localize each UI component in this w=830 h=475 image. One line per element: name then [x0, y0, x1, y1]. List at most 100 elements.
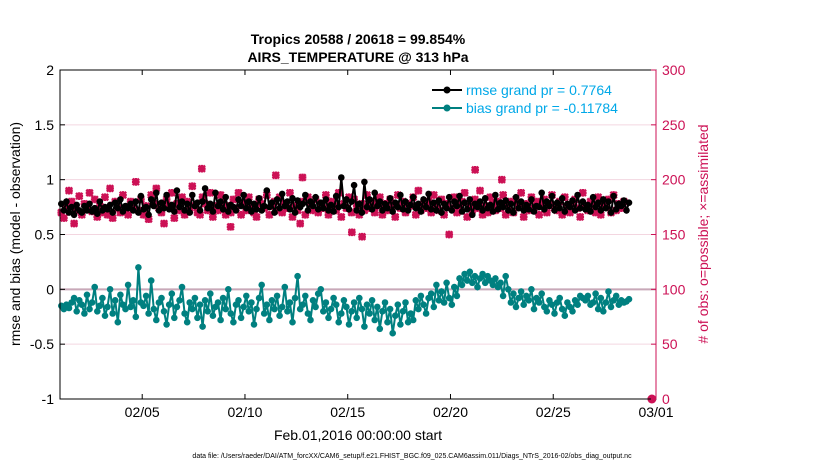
obs-assimilated-marker: [201, 199, 210, 208]
series-1-point: [625, 295, 633, 303]
series-1-point: [492, 275, 499, 282]
series-0-point: [576, 204, 584, 212]
y-axis-label-right: # of obs: o=possible; ×=assimilated: [695, 124, 711, 343]
series-0-point: [448, 207, 456, 214]
obs-assimilated-marker: [195, 210, 205, 219]
series-1-point: [325, 314, 332, 322]
series-0-point: [255, 195, 263, 202]
series-0-point: [386, 195, 394, 202]
obs-assimilated-marker: [234, 188, 243, 197]
series-1-point: [474, 283, 481, 291]
series-1-point: [94, 308, 101, 315]
series-0-point: [135, 209, 142, 216]
obs-assimilated-marker: [157, 208, 166, 217]
series-1-point: [235, 297, 242, 304]
series-0-point: [68, 203, 75, 211]
series-0-point: [481, 195, 489, 202]
obs-assimilated-marker: [440, 210, 449, 219]
series-0-point: [430, 199, 438, 206]
series-0-point: [589, 193, 597, 201]
obs-assimilated-marker: [388, 201, 397, 211]
series-0-point: [507, 200, 515, 208]
y-left-tick-label-1: -0.5: [30, 336, 54, 352]
series-0-point: [60, 207, 68, 214]
series-1-point: [427, 290, 435, 298]
x-tick-label-0: 02/05: [125, 404, 160, 420]
series-1-point: [302, 292, 309, 300]
obs-assimilated-marker: [576, 212, 585, 222]
series-1-point: [294, 272, 301, 280]
series-layer: [58, 174, 633, 337]
series-0-point: [350, 181, 358, 189]
obs-assimilated-marker: [483, 208, 492, 217]
obs-assimilated-marker: [188, 182, 197, 191]
series-0-point: [358, 209, 366, 216]
series-0-point: [186, 209, 193, 216]
series-0-point: [487, 201, 494, 209]
obs-assimilated-marker: [108, 214, 117, 223]
series-0-point: [435, 197, 443, 204]
series-0-point: [546, 202, 553, 210]
series-0-point: [366, 196, 373, 203]
series-0-point: [145, 211, 152, 219]
series-1-point: [600, 308, 607, 315]
series-1-point: [389, 329, 397, 337]
series-0-point: [379, 207, 386, 214]
legend: rmse grand pr = 0.7764 bias grand pr = -…: [428, 78, 650, 118]
obs-assimilated-marker: [596, 210, 605, 219]
series-0-point: [271, 209, 278, 216]
series-1-point: [443, 279, 450, 287]
obs-assimilated-outlier-2: [358, 232, 367, 241]
series-1-point: [386, 305, 394, 313]
series-0-point: [407, 201, 415, 209]
series-0-point: [83, 207, 91, 214]
x-tick-label-5: 03/01: [638, 404, 673, 420]
series-0-point: [461, 199, 468, 206]
series-1-point: [399, 308, 407, 315]
series-1-point: [340, 297, 348, 304]
y-left-tick-label-5: 1.5: [35, 117, 55, 133]
series-0-point: [276, 204, 283, 212]
obs-assimilated-marker: [85, 188, 94, 197]
series-0-point: [458, 208, 466, 215]
series-0-point: [243, 204, 250, 212]
series-0-point: [240, 191, 247, 199]
series-0-point: [209, 208, 217, 215]
obs-assimilated-marker: [64, 186, 74, 195]
series-0-point: [153, 189, 160, 197]
series-0-point: [356, 200, 363, 208]
series-1-point: [219, 294, 227, 302]
series-1-point: [96, 302, 104, 310]
series-1-point: [397, 321, 404, 328]
series-1-point: [320, 308, 327, 315]
obs-assimilated-marker: [326, 197, 336, 206]
series-1-point: [363, 301, 371, 309]
series-1-point: [507, 299, 515, 306]
series-1-point: [207, 290, 214, 298]
series-0-point: [147, 196, 155, 203]
series-0-point: [361, 178, 368, 186]
series-1-point: [135, 264, 142, 271]
series-0-point: [340, 202, 348, 210]
series-1-point: [548, 301, 556, 309]
series-0-point: [222, 193, 229, 201]
series-1-point: [117, 291, 124, 299]
y-right-tick-label-3: 150: [662, 227, 686, 243]
x-tick-label-3: 02/20: [433, 404, 468, 420]
series-0-point: [561, 208, 569, 215]
obs-assimilated-marker: [360, 206, 369, 215]
series-1-point: [530, 305, 538, 313]
obs-assimilated-marker: [106, 184, 115, 193]
series-1-point: [551, 310, 558, 317]
series-1-point: [81, 310, 88, 317]
series-0-point: [111, 199, 119, 206]
series-0-point: [232, 207, 240, 214]
series-0-point: [129, 207, 137, 214]
obs-assimilated-marker: [591, 208, 600, 217]
series-1-point: [111, 297, 119, 304]
obs-assimilated-marker: [375, 193, 384, 202]
series-0-point: [312, 193, 319, 201]
series-1-point: [266, 316, 273, 324]
obs-assimilated-marker: [296, 219, 305, 228]
series-1-point: [104, 303, 111, 311]
